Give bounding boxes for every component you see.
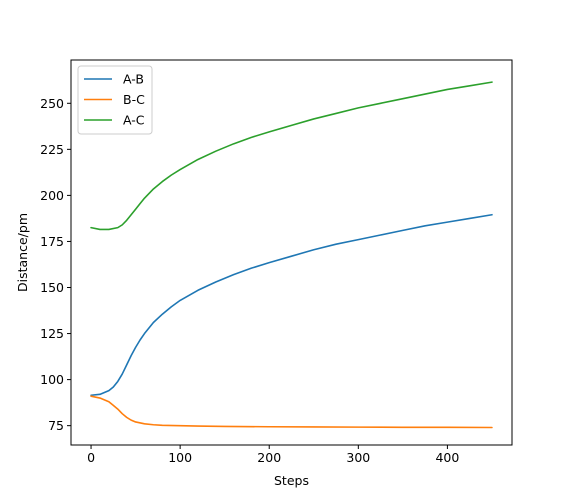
x-tick-label: 200 [257, 450, 281, 465]
legend-entry: B-C [123, 92, 145, 107]
y-tick-label: 200 [40, 188, 64, 203]
x-tick-label: 300 [346, 450, 370, 465]
y-tick-label: 250 [40, 96, 64, 111]
y-tick-label: 175 [40, 234, 64, 249]
x-axis: 0 100 200 300 400 [87, 445, 459, 465]
series-line-b-c [90, 395, 493, 429]
plot-area [70, 59, 513, 446]
y-axis-label: Distance/pm [15, 213, 30, 292]
legend-entry: A-C [123, 113, 145, 128]
x-tick-label: 100 [168, 450, 192, 465]
y-tick-label: 75 [48, 418, 64, 433]
x-axis-label: Steps [274, 473, 309, 488]
x-tick-label: 0 [87, 450, 95, 465]
plot-frame [70, 59, 513, 446]
legend-box [77, 65, 153, 135]
y-tick-label: 100 [40, 372, 64, 387]
y-tick-label: 125 [40, 326, 64, 341]
x-tick-label: 400 [435, 450, 459, 465]
y-tick-label: 150 [40, 280, 64, 295]
series-line-a-b [90, 213, 493, 397]
y-tick-label: 225 [40, 142, 64, 157]
legend-entry: A-B [123, 72, 144, 87]
legend: A-B B-C A-C [77, 65, 153, 135]
series-line-a-c [90, 81, 493, 231]
series-lines [90, 81, 493, 429]
y-axis: 75 100 125 150 175 200 225 250 [40, 96, 71, 433]
